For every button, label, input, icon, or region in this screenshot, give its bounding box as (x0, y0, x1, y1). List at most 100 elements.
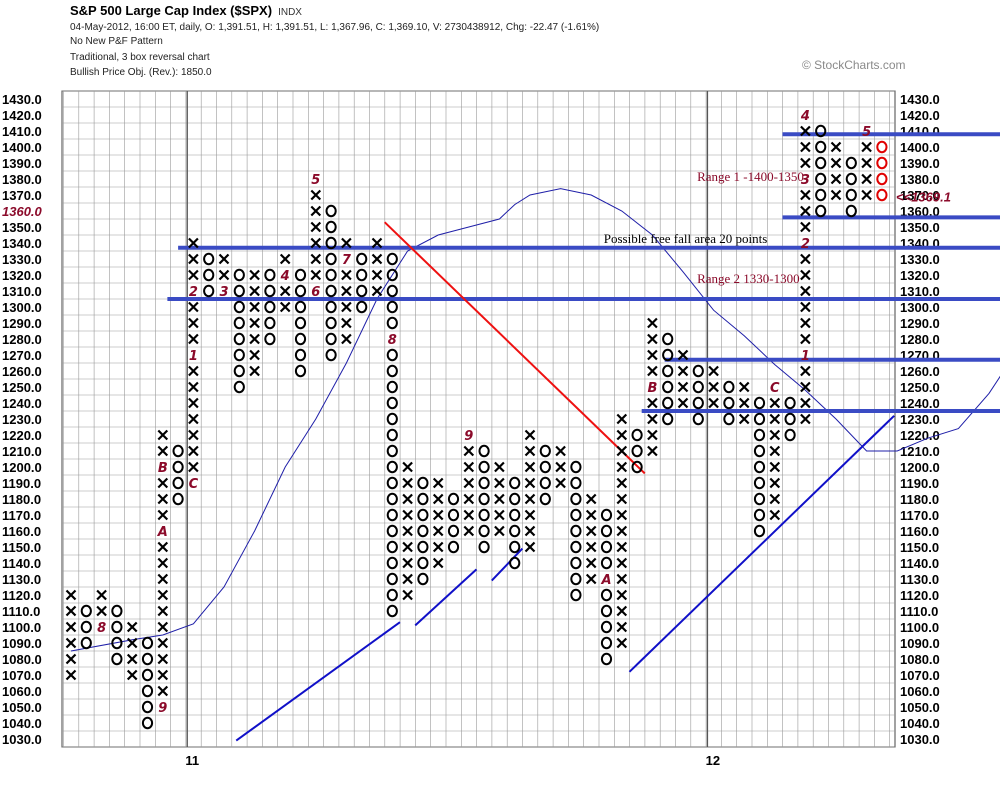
month-marker: 8 (97, 621, 106, 636)
x-mark (800, 333, 811, 345)
y-tick-right: 1160.0 (900, 524, 939, 539)
month-marker: B (158, 461, 168, 476)
y-tick-left: 1360.0 (2, 204, 43, 219)
o-mark (815, 172, 827, 186)
pattern-info: No New P&F Pattern (70, 36, 163, 47)
x-mark (677, 365, 689, 377)
x-mark (157, 445, 169, 457)
x-mark (157, 557, 169, 569)
trendline (491, 547, 524, 582)
month-marker: 6 (311, 285, 320, 300)
y-tick-left: 1400.0 (2, 140, 42, 155)
o-mark (325, 348, 337, 362)
x-mark (647, 397, 658, 409)
o-mark (325, 300, 337, 314)
y-tick-left: 1300.0 (2, 300, 42, 315)
o-mark (80, 620, 92, 634)
y-tick-left: 1230.0 (2, 412, 42, 427)
exchange-label: INDX (278, 7, 302, 18)
month-marker: 3 (219, 285, 228, 300)
o-mark (172, 476, 184, 490)
o-mark (111, 604, 123, 618)
y-tick-left: 1420.0 (2, 108, 42, 123)
y-tick-left: 1120.0 (2, 588, 41, 603)
x-mark (188, 461, 199, 473)
x-mark (157, 653, 169, 665)
x-mark (371, 285, 383, 297)
o-mark (539, 444, 551, 458)
x-mark (524, 477, 536, 489)
o-mark (386, 540, 398, 554)
y-tick-right: 1170.0 (900, 508, 939, 523)
o-mark (325, 316, 337, 330)
y-tick-right: 1040.0 (900, 716, 940, 731)
x-mark (800, 413, 811, 425)
o-mark (203, 268, 215, 282)
o-mark (539, 476, 551, 490)
o-mark (172, 492, 184, 506)
o-mark (264, 300, 276, 314)
y-tick-left: 1130.0 (2, 572, 41, 587)
o-mark (386, 252, 398, 266)
o-mark (570, 524, 582, 538)
o-mark (294, 364, 307, 378)
watermark: © StockCharts.com (802, 58, 906, 72)
o-mark (447, 508, 460, 522)
x-mark (188, 365, 199, 377)
month-marker: 1 (801, 349, 810, 364)
x-mark (616, 605, 628, 617)
x-mark (708, 365, 719, 377)
o-mark (447, 540, 460, 554)
x-mark (402, 493, 413, 505)
x-mark (341, 237, 352, 249)
y-tick-left: 1100.0 (2, 620, 41, 635)
month-marker: 9 (158, 701, 167, 716)
plot-area (61, 90, 896, 748)
o-mark (264, 284, 276, 298)
y-tick-left: 1190.0 (2, 476, 41, 491)
o-mark (539, 460, 551, 474)
month-marker: 8 (388, 333, 397, 348)
x-mark (677, 381, 689, 393)
o-mark (662, 332, 674, 346)
o-mark (356, 300, 368, 314)
o-mark (386, 492, 398, 506)
y-tick-right: 1230.0 (900, 412, 940, 427)
o-mark (815, 156, 827, 170)
x-mark (188, 445, 199, 457)
o-mark (600, 540, 613, 554)
o-mark (325, 252, 337, 266)
o-mark (233, 284, 245, 298)
x-mark (524, 429, 536, 441)
o-mark (570, 476, 582, 490)
annotation: Range 1 -1400-1350 (697, 169, 804, 184)
o-mark (784, 412, 796, 426)
o-mark (570, 588, 582, 602)
o-mark (600, 588, 613, 602)
o-mark (692, 364, 704, 378)
y-tick-right: 1130.0 (900, 572, 939, 587)
y-tick-left: 1180.0 (2, 492, 41, 507)
x-mark (800, 285, 811, 297)
o-mark (294, 284, 307, 298)
resistance-line (383, 221, 646, 475)
o-mark (172, 444, 184, 458)
x-mark (157, 605, 169, 617)
y-tick-right: 1070.0 (900, 668, 940, 683)
y-tick-right: 1090.0 (900, 636, 940, 651)
x-mark (463, 445, 475, 457)
o-mark (294, 300, 307, 314)
x-mark (402, 573, 413, 585)
x-mark (677, 397, 689, 409)
o-mark (570, 508, 582, 522)
y-tick-left: 1140.0 (2, 556, 41, 571)
o-mark (141, 636, 154, 650)
o-mark (753, 508, 766, 522)
o-mark (356, 284, 368, 298)
o-mark (570, 540, 582, 554)
x-mark (157, 685, 169, 697)
x-mark (769, 477, 781, 489)
x-mark (157, 573, 169, 585)
o-mark (203, 252, 215, 266)
